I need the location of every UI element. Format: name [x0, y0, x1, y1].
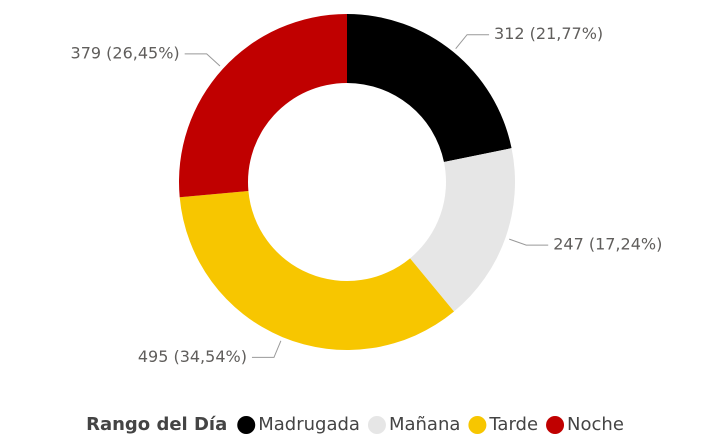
data-label: 495 (34,54%) [138, 347, 247, 366]
legend-label: Tarde [488, 414, 538, 435]
leader-line [184, 53, 221, 67]
slice [410, 148, 516, 312]
legend-marker [237, 416, 256, 434]
leader-line [251, 340, 282, 358]
slice [179, 190, 455, 351]
legend-label: Madrugada [258, 414, 360, 435]
data-label: 312 (21,77%) [494, 24, 603, 43]
leader-line [455, 34, 490, 50]
data-label: 247 (17,24%) [553, 235, 662, 254]
legend: Rango del Día Madrugada Mañana Tarde Noche [86, 414, 624, 435]
data-label: 379 (26,45%) [71, 43, 180, 62]
slice [179, 14, 347, 198]
legend-label: Mañana [389, 414, 460, 435]
leader-line [509, 238, 549, 246]
legend-title: Rango del Día [86, 414, 227, 435]
legend-marker [468, 416, 487, 434]
legend-marker [367, 416, 386, 434]
legend-marker [546, 416, 565, 434]
slice [347, 14, 512, 163]
legend-label: Noche [567, 414, 624, 435]
